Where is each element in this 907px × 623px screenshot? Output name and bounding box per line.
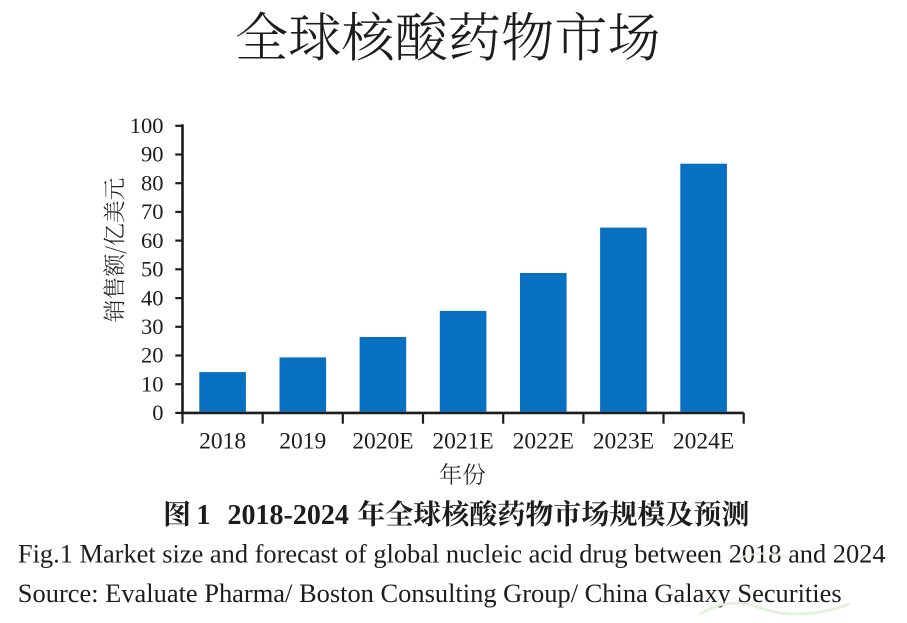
svg-text:2022E: 2022E [513,428,574,454]
svg-text:2020E: 2020E [352,428,413,454]
svg-text:2024E: 2024E [673,428,734,454]
svg-text:10: 10 [141,371,164,396]
svg-text:30: 30 [141,314,164,339]
svg-text:Fig.1 Market size and forecast: Fig.1 Market size and forecast of global… [18,539,886,569]
svg-text:Source: Evaluate Pharma/ Bosto: Source: Evaluate Pharma/ Boston Consulti… [18,578,842,608]
svg-text:90: 90 [141,142,164,167]
svg-text:2021E: 2021E [432,428,493,454]
svg-text:20: 20 [141,343,164,368]
svg-text:2018-2024: 2018-2024 [228,500,349,531]
svg-text:2019: 2019 [279,428,326,454]
svg-text:100: 100 [130,113,164,138]
svg-text:80: 80 [141,170,164,195]
svg-text:0: 0 [152,400,163,425]
svg-text:2023E: 2023E [593,428,654,454]
svg-text:2018: 2018 [199,428,246,454]
svg-text:50: 50 [141,257,164,282]
svg-text:1: 1 [197,500,211,531]
svg-text:70: 70 [141,199,164,224]
svg-text:60: 60 [141,228,164,253]
svg-text:40: 40 [141,285,164,310]
